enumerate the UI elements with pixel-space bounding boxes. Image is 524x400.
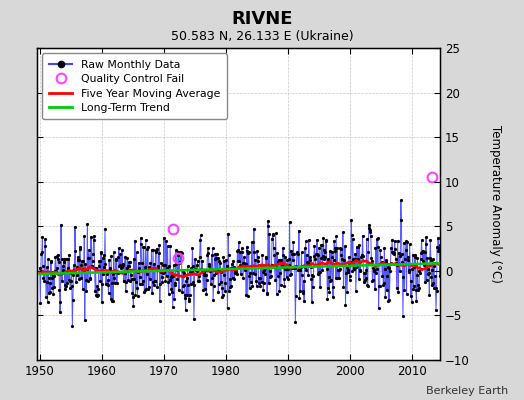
- Text: Berkeley Earth: Berkeley Earth: [426, 386, 508, 396]
- Legend: Raw Monthly Data, Quality Control Fail, Five Year Moving Average, Long-Term Tren: Raw Monthly Data, Quality Control Fail, …: [42, 54, 227, 120]
- Text: RIVNE: RIVNE: [231, 10, 293, 28]
- Text: 50.583 N, 26.133 E (Ukraine): 50.583 N, 26.133 E (Ukraine): [171, 30, 353, 43]
- Y-axis label: Temperature Anomaly (°C): Temperature Anomaly (°C): [489, 125, 502, 283]
